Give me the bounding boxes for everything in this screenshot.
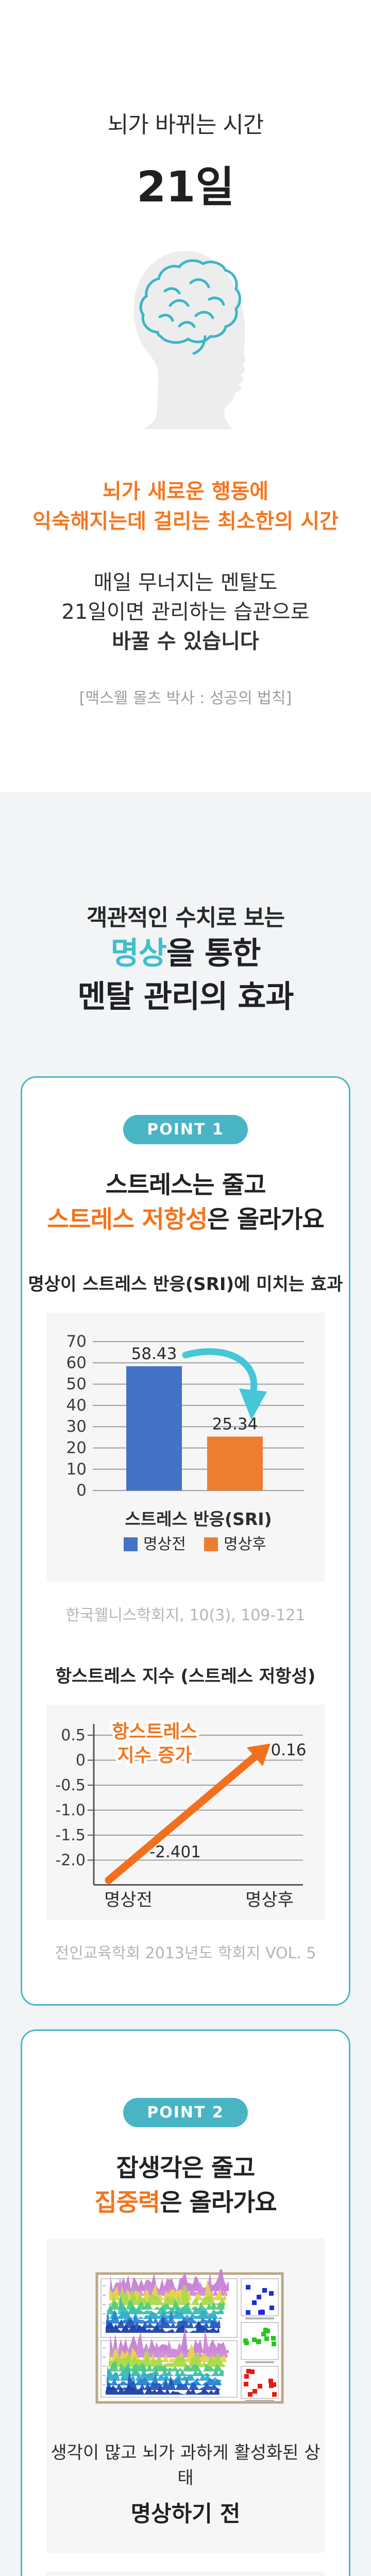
section-header-line3: 멘탈 관리의 효과 [77,979,294,1015]
svg-text:-2.401: -2.401 [149,1843,201,1861]
point2-title-line2-rest: 은 올라가요 [160,2189,277,2217]
svg-text:0.16: 0.16 [271,1741,306,1759]
brain-outline [139,259,241,355]
intro-body-line3: 바꿀 수 있습니다 [112,630,259,653]
eeg-before-block: 생각이 많고 뇌가 과하게 활성화된 상태 명상하기 전 [46,2239,325,2553]
main-section: 객관적인 수치로 보는 명상을 통한 멘탈 관리의 효과 POINT 1 스트레… [0,792,371,2576]
svg-text:-0.5: -0.5 [55,1776,86,1794]
eeg-after-block: 뇌가 안정되어 집중력이 높아진 상태 명상 후 16주 후 [46,2571,325,2576]
svg-text:70: 70 [66,1332,87,1351]
point1-badge: POINT 1 [123,1115,248,1144]
intro-highlight-block: 뇌가 새로운 행동에 익숙해지는데 걸리는 최소한의 시간 [0,477,371,536]
section-header-line1: 객관적인 수치로 보는 [87,905,285,931]
svg-text:60: 60 [66,1353,87,1372]
sri-chart-source: 한국웰니스학회지, 10(3), 109-121 [65,1606,306,1624]
point2-title-highlight: 집중력 [94,2189,160,2217]
svg-text:30: 30 [66,1417,87,1436]
anti-stress-chart-source: 전인교육학회 2013년도 학회지 VOL. 5 [55,1944,316,1962]
intro-section: 뇌가 바뀌는 시간 21일 뇌가 새로운 행동에 익숙 [0,0,371,792]
svg-text:10: 10 [66,1460,87,1479]
svg-text:지수 증가: 지수 증가 [117,1745,192,1766]
svg-text:-1.0: -1.0 [55,1802,86,1820]
intro-citation: [맥스웰 몰츠 박사 : 성공의 법칙] [79,689,292,707]
stress-response-bar-chart: 70 60 50 40 30 20 10 0 58.43 25.34 스트레스 반응(SRI) 명상전… [46,1313,325,1582]
svg-text:58.43: 58.43 [131,1345,177,1363]
head-with-brain-icon [108,244,263,429]
svg-text:스트레스 반응(SRI): 스트레스 반응(SRI) [125,1509,272,1529]
eeg-before-label: 명상하기 전 [130,2501,241,2527]
intro-title: 21일 [137,163,234,212]
intro-body-block: 매일 무너지는 멘탈도 21일이면 관리하는 습관으로 바꿀 수 있습니다 [0,568,371,656]
point2-badge: POINT 2 [123,2098,248,2127]
intro-highlight-line2: 익숙해지는데 걸리는 최소한의 시간 [32,510,339,533]
intro-body-line2: 21일이면 관리하는 습관으로 [61,600,310,624]
svg-text:-2.0: -2.0 [55,1852,86,1870]
point1-title-line1: 스트레스는 줄고 [105,1171,266,1199]
point1-card: POINT 1 스트레스는 줄고 스트레스 저항성은 올라가요 명상이 스트레스… [21,1076,350,2006]
svg-text:-1.5: -1.5 [55,1826,86,1844]
svg-text:50: 50 [66,1375,87,1394]
section-header: 객관적인 수치로 보는 명상을 통한 멘탈 관리의 효과 [0,792,371,1019]
point2-card: POINT 2 잡생각은 줄고 집중력은 올라가요 생각이 많고 뇌가 과하게 … [21,2029,350,2576]
point1-title-line2: 스트레스 저항성은 올라가요 [22,1202,349,1237]
intro-subtitle: 뇌가 바뀌는 시간 [107,112,264,138]
svg-text:25.34: 25.34 [212,1415,258,1433]
point2-title-line2: 집중력은 올라가요 [22,2185,349,2220]
point1-title: 스트레스는 줄고 스트레스 저항성은 올라가요 [22,1168,349,1237]
svg-text:0: 0 [76,1481,87,1500]
svg-text:20: 20 [66,1439,87,1458]
svg-text:명상전: 명상전 [104,1890,153,1910]
point2-title: 잡생각은 줄고 집중력은 올라가요 [22,2151,349,2220]
intro-body-line1: 매일 무너지는 멘탈도 [93,571,278,595]
anti-stress-chart-title: 항스트레스 지수 (스트레스 저항성) [55,1666,316,1687]
section-header-line2-rest: 을 통한 [166,936,261,972]
svg-text:40: 40 [66,1396,87,1415]
svg-text:0.5: 0.5 [61,1726,86,1744]
sri-chart-title: 명상이 스트레스 반응(SRI)에 미치는 효과 [28,1274,343,1295]
svg-text:항스트레스: 항스트레스 [112,1721,197,1742]
svg-text:명상후: 명상후 [224,1535,266,1553]
eeg-spectrogram-before-image [93,2269,284,2406]
point2-title-line1: 잡생각은 줄고 [116,2154,256,2182]
intro-highlight-line1: 뇌가 새로운 행동에 [102,480,269,503]
eeg-before-caption: 생각이 많고 뇌가 과하게 활성화된 상태 [50,2443,321,2488]
svg-text:명상전: 명상전 [143,1535,186,1553]
svg-text:명상후: 명상후 [245,1890,294,1910]
svg-text:0: 0 [76,1752,86,1770]
point1-title-highlight: 스트레스 저항성 [47,1206,208,1234]
point1-title-line2-rest: 은 올라가요 [207,1206,325,1234]
section-header-line2: 명상을 통한 [0,932,371,975]
section-header-highlight: 명상 [110,936,167,972]
